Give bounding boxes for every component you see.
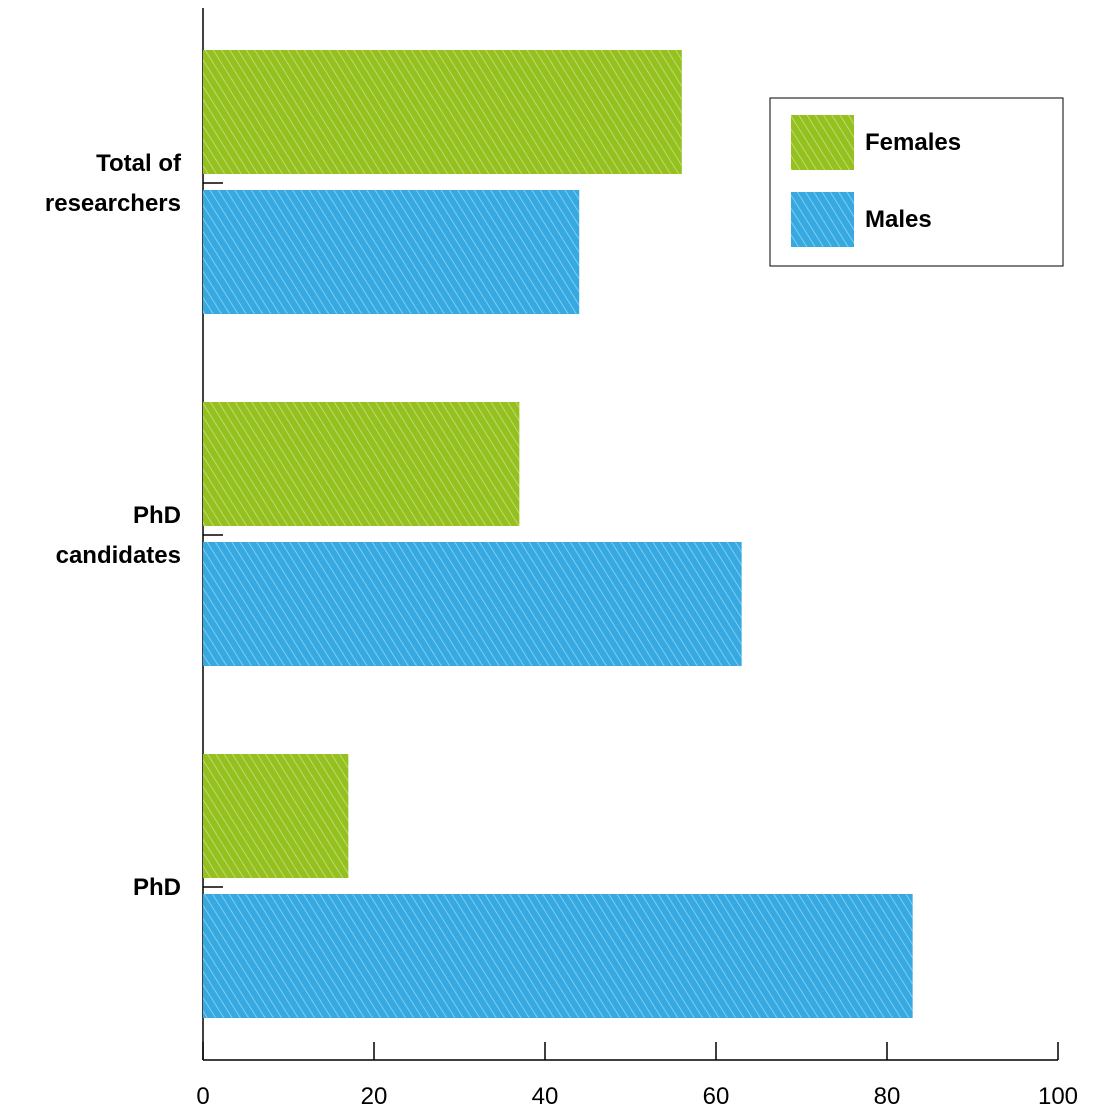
bar-males-1: [203, 190, 580, 314]
x-tick-label: 100: [1038, 1083, 1078, 1110]
x-tick-label: 0: [196, 1083, 209, 1110]
category-label: PhD candidates: [56, 502, 181, 569]
category-label: PhD: [133, 874, 181, 901]
legend-label-females: Females: [865, 129, 961, 156]
x-tick-label: 20: [361, 1083, 388, 1110]
category-label-line: PhD: [133, 502, 181, 529]
x-tick-label: 60: [703, 1083, 730, 1110]
bars: [203, 50, 913, 1018]
legend-swatch-hatch: [791, 192, 854, 247]
x-tick-label: 80: [874, 1083, 901, 1110]
category-label-line: candidates: [56, 542, 181, 569]
category-label-line: PhD: [133, 874, 181, 901]
x-tick-label: 40: [532, 1083, 559, 1110]
bar-hatch: [203, 894, 913, 1018]
category-label-line: Total of: [96, 150, 182, 177]
axes: [202, 8, 1059, 1061]
bar-females-2: [203, 402, 520, 526]
bar-females-3: [203, 754, 349, 878]
axis-labels: 0 20 40 60 80 100 Total of researchers PhD candid…: [45, 150, 1078, 1110]
legend-swatch-females: [791, 115, 854, 170]
bar-hatch: [203, 754, 349, 878]
bar-females-1: [203, 50, 682, 174]
category-label-line: researchers: [45, 190, 181, 217]
bar-hatch: [203, 190, 580, 314]
bar-males-2: [203, 542, 742, 666]
bar-hatch: [203, 402, 520, 526]
category-label: Total of researchers: [45, 150, 182, 217]
legend: Females Males: [769, 97, 1064, 267]
bar-males-3: [203, 894, 913, 1018]
legend-swatch-males: [791, 192, 854, 247]
bar-hatch: [203, 50, 682, 174]
legend-label-males: Males: [865, 206, 932, 233]
bar-hatch: [203, 542, 742, 666]
legend-swatch-hatch: [791, 115, 854, 170]
